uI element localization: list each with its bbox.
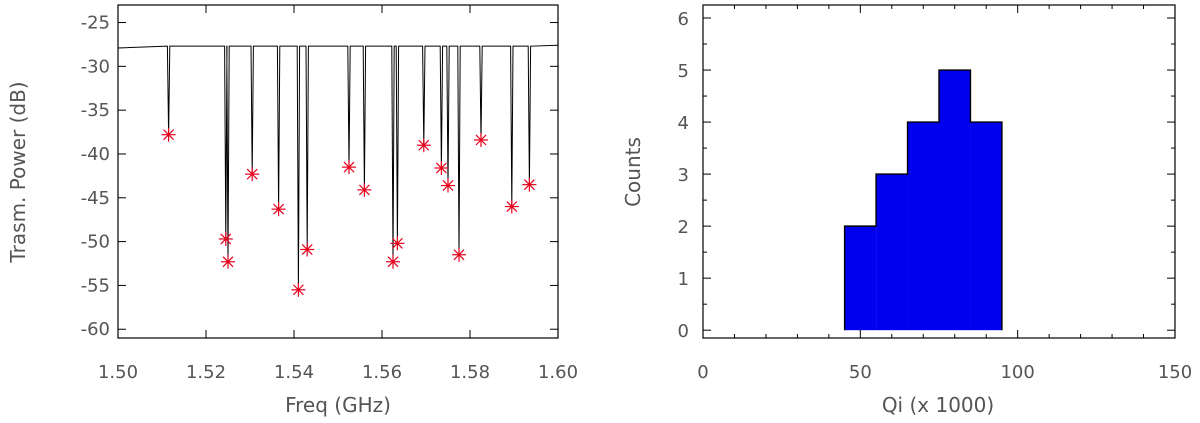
- left-y-tick-label: -45: [81, 188, 110, 209]
- left-x-tick-label: 1.60: [538, 362, 578, 383]
- resonance-marker-stroke: [506, 201, 518, 213]
- right-x-tick-label: 0: [697, 362, 708, 383]
- resonance-marker-stroke: [475, 134, 487, 146]
- left-plot-frame: [117, 4, 559, 339]
- resonance-marker-stroke: [418, 139, 430, 151]
- resonance-marker-stroke: [523, 179, 535, 191]
- resonance-marker-stroke: [453, 249, 465, 261]
- right-y-axis-title: Counts: [621, 137, 645, 207]
- left-x-tick-label: 1.56: [362, 362, 402, 383]
- resonance-marker: [300, 242, 315, 257]
- right-y-tick-label: 5: [678, 61, 689, 82]
- resonance-marker-stroke: [391, 237, 403, 249]
- right-plot-frame: [702, 4, 1176, 339]
- resonance-marker-stroke: [301, 244, 313, 255]
- right-y-tick-label: 3: [678, 165, 689, 186]
- resonance-marker-stroke: [220, 233, 232, 245]
- right-y-tick-label: 4: [678, 113, 689, 134]
- left-y-tick-label: -55: [81, 275, 110, 296]
- right-y-tick-label: 1: [678, 269, 689, 290]
- right-x-tick-label: 100: [1000, 362, 1034, 383]
- left-y-tick-label: -60: [81, 319, 110, 340]
- resonance-marker: [221, 254, 235, 269]
- left-x-tick-label: 1.54: [274, 362, 314, 383]
- resonance-marker: [245, 167, 260, 182]
- resonance-marker: [357, 182, 372, 197]
- resonance-marker-stroke: [435, 162, 447, 174]
- resonance-marker-stroke: [292, 284, 304, 296]
- left-x-tick-label: 1.52: [186, 362, 226, 383]
- right-y-tick-label: 0: [678, 321, 689, 342]
- right-x-axis-title: Qi (x 1000): [882, 393, 994, 417]
- resonance-marker: [434, 160, 449, 175]
- resonance-marker-stroke: [387, 256, 399, 268]
- left-x-axis-title: Freq (GHz): [285, 393, 391, 417]
- resonance-marker: [218, 231, 233, 246]
- resonance-marker-stroke: [222, 256, 234, 268]
- resonance-marker-stroke: [442, 180, 454, 191]
- left-y-tick-label: -35: [81, 100, 110, 121]
- right-y-tick-label: 6: [678, 9, 689, 30]
- resonance-marker: [441, 178, 455, 193]
- resonance-marker: [386, 254, 400, 269]
- right-y-tick-label: 2: [678, 217, 689, 238]
- resonance-marker-stroke: [273, 203, 285, 215]
- resonance-marker: [416, 138, 431, 153]
- right-x-tick-label: 150: [1158, 362, 1192, 383]
- histogram-outline: [843, 69, 1003, 331]
- histogram-bar: [907, 122, 939, 331]
- histogram-bar: [970, 122, 1002, 331]
- left-x-tick-label: 1.50: [98, 362, 138, 383]
- resonance-marker: [390, 236, 405, 251]
- resonance-marker: [291, 282, 306, 297]
- histogram-bar: [939, 70, 971, 331]
- resonance-marker: [452, 247, 466, 262]
- resonance-marker-stroke: [343, 161, 355, 173]
- left-x-tick-label: 1.58: [450, 362, 490, 383]
- resonance-marker: [504, 199, 519, 214]
- left-y-tick-label: -40: [81, 144, 110, 165]
- right-x-tick-label: 50: [849, 362, 872, 383]
- left-y-tick-label: -25: [81, 13, 110, 34]
- transmission-trace: [117, 44, 559, 290]
- resonance-marker-stroke: [163, 129, 175, 141]
- left-y-tick-label: -30: [81, 56, 110, 77]
- resonance-marker: [271, 202, 286, 217]
- resonance-marker-stroke: [358, 184, 370, 196]
- resonance-marker: [522, 177, 537, 192]
- left-y-axis-title: Trasm. Power (dB): [6, 81, 30, 263]
- left-y-tick-label: -50: [81, 232, 110, 253]
- histogram-bar: [876, 174, 908, 331]
- resonance-marker-stroke: [246, 168, 258, 180]
- resonance-marker: [342, 160, 356, 175]
- resonance-marker: [474, 132, 488, 147]
- resonance-marker: [161, 127, 176, 142]
- histogram-bar: [844, 226, 877, 331]
